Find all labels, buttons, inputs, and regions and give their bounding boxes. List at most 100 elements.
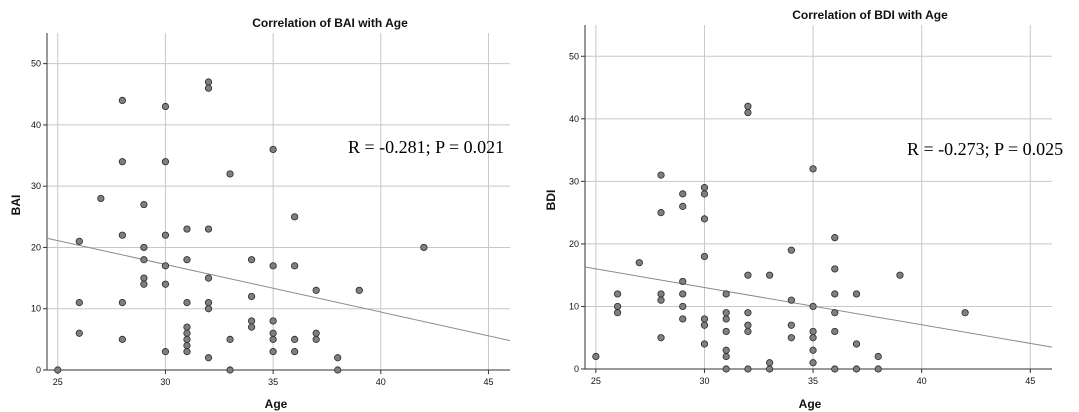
data-point (700, 190, 709, 198)
data-point (312, 335, 320, 343)
y-tick-label: 0 (574, 364, 579, 374)
data-point (874, 352, 882, 361)
data-point (809, 359, 817, 367)
x-tick-label: 30 (160, 377, 170, 387)
fit-line (46, 237, 511, 342)
data-point (831, 234, 839, 242)
data-point (161, 102, 170, 111)
data-point (334, 354, 342, 362)
data-point (118, 231, 126, 239)
data-point (722, 315, 730, 323)
x-ticks: 25 30 35 40 45 (591, 369, 1035, 386)
y-tick-label: 30 (569, 176, 579, 186)
bai-age-scatter-chart: Correlation of BAI with Age 25 30 35 40 45 0… (9, 16, 511, 411)
data-point (247, 323, 256, 331)
data-point (961, 309, 969, 317)
data-point (874, 365, 882, 373)
data-point (831, 365, 839, 373)
data-point (183, 323, 191, 331)
data-point (852, 340, 861, 348)
data-point (809, 302, 817, 311)
y-tick-label: 50 (569, 51, 579, 61)
data-point (161, 231, 170, 239)
fit-line (584, 266, 1053, 348)
data-point (269, 145, 277, 154)
data-point (809, 334, 817, 342)
data-point (722, 290, 730, 298)
data-point (97, 194, 105, 203)
data-point (204, 225, 213, 233)
y-tick-label: 50 (31, 59, 41, 69)
data-point (75, 237, 83, 245)
data-point (118, 335, 126, 343)
data-point (700, 252, 709, 261)
x-tick-label: 40 (376, 377, 386, 387)
data-point (700, 340, 709, 348)
data-point (269, 329, 277, 337)
correlation-annotation: R = -0.273; P = 0.025 (907, 139, 1063, 159)
correlation-annotation: R = -0.281; P = 0.021 (348, 137, 504, 157)
data-point (355, 286, 363, 294)
data-point (831, 290, 839, 298)
data-point (75, 298, 83, 307)
data-point (226, 335, 234, 343)
data-point (700, 184, 709, 192)
data-point (766, 359, 774, 367)
data-point (183, 335, 191, 343)
data-point (766, 365, 774, 373)
data-point (657, 296, 665, 304)
data-point (722, 346, 730, 354)
data-point (679, 290, 687, 298)
data-point (679, 277, 687, 286)
data-point (247, 292, 256, 301)
data-point (204, 274, 213, 282)
data-point (852, 365, 861, 373)
data-point (722, 352, 730, 361)
x-tick-label: 25 (591, 376, 601, 386)
x-tick-label: 40 (917, 376, 927, 386)
data-point (204, 305, 213, 313)
x-axis-label: Age (265, 397, 288, 411)
data-point (183, 341, 191, 350)
y-tick-label: 20 (569, 239, 579, 249)
data-point (635, 259, 643, 267)
data-point (226, 170, 234, 178)
data-point (161, 280, 170, 288)
data-point (269, 317, 277, 325)
data-points (54, 78, 428, 374)
x-tick-label: 35 (808, 376, 818, 386)
data-point (700, 321, 709, 329)
data-point (312, 329, 320, 337)
y-tick-label: 30 (31, 181, 41, 191)
data-points (592, 102, 969, 373)
chart-title: Correlation of BAI with Age (252, 16, 408, 30)
chart-title: Correlation of BDI with Age (792, 8, 948, 22)
data-point (744, 102, 752, 110)
data-point (831, 265, 839, 273)
data-point (722, 365, 730, 373)
x-tick-label: 25 (53, 377, 63, 387)
data-point (679, 190, 687, 198)
y-axis-label: BDI (544, 190, 558, 211)
data-point (679, 315, 687, 323)
data-point (75, 329, 83, 337)
x-tick-label: 35 (268, 377, 278, 387)
data-point (54, 366, 62, 374)
grid (47, 33, 510, 370)
y-tick-label: 10 (569, 301, 579, 311)
x-axis-label: Age (799, 397, 822, 411)
y-tick-label: 40 (31, 120, 41, 130)
x-tick-label: 45 (483, 377, 493, 387)
data-point (140, 200, 148, 209)
data-point (809, 327, 817, 336)
data-point (204, 354, 213, 362)
data-point (700, 315, 709, 323)
data-point (183, 298, 191, 307)
data-point (291, 262, 299, 270)
data-point (226, 366, 234, 374)
data-point (312, 286, 320, 294)
data-point (744, 327, 752, 336)
data-point (657, 171, 665, 179)
data-point (679, 202, 687, 210)
data-point (140, 243, 148, 252)
